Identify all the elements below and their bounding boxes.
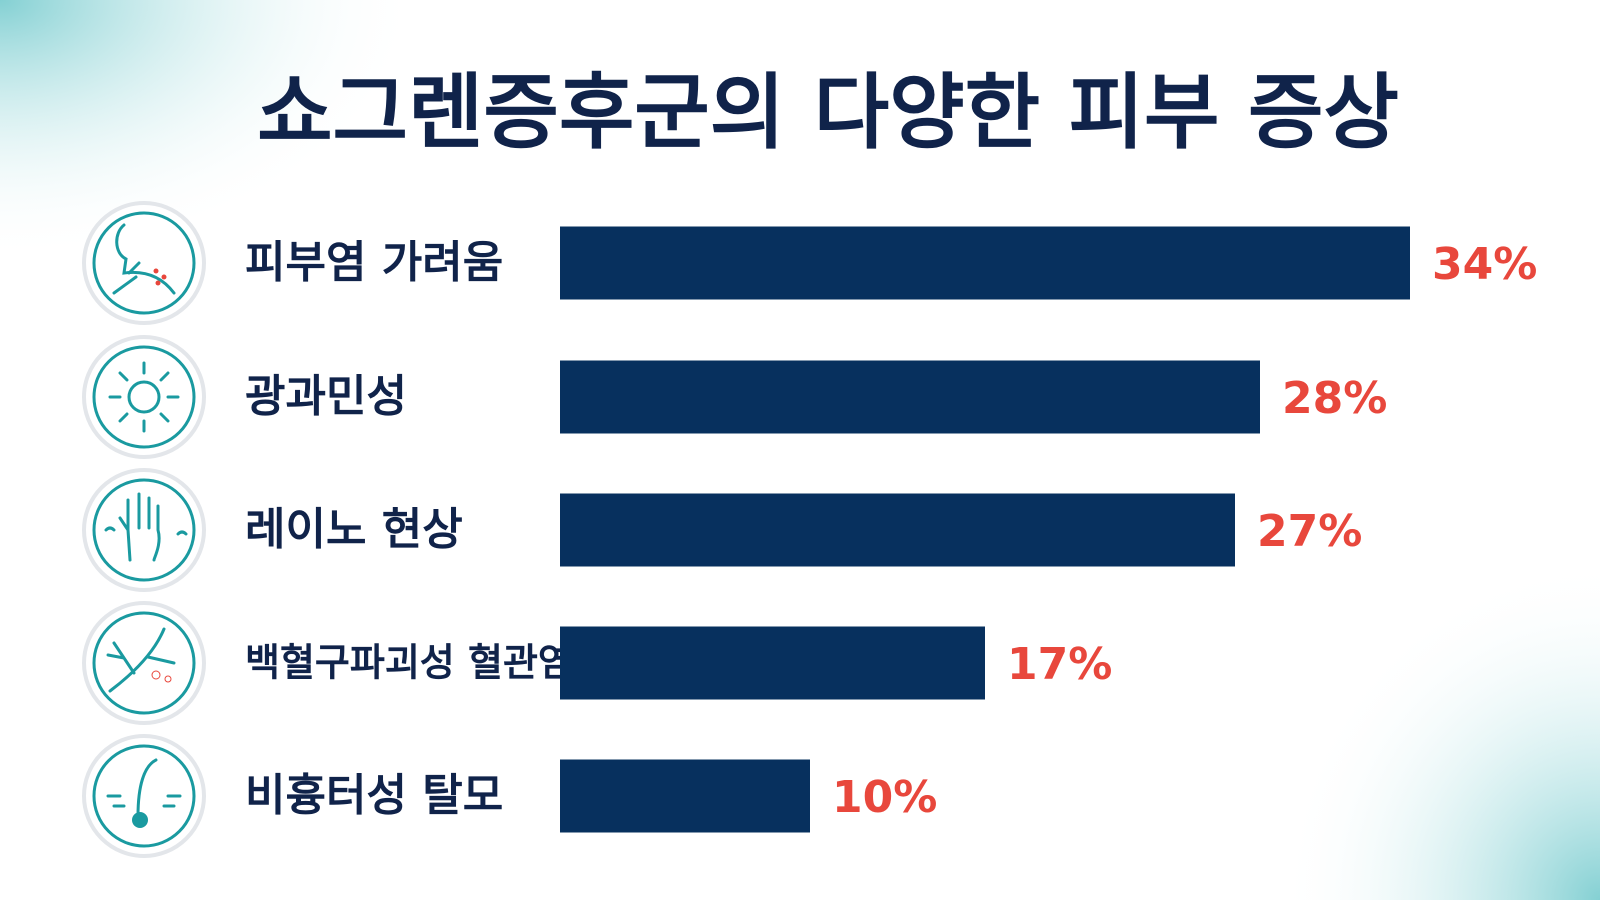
value-label: 27% (1257, 506, 1362, 557)
bar (560, 360, 1260, 434)
icon-hand (82, 468, 206, 592)
value-label: 10% (832, 772, 937, 823)
value-label: 34% (1432, 239, 1537, 290)
icon-hair (82, 734, 206, 858)
value-label: 17% (1007, 639, 1112, 690)
category-label: 광과민성 (245, 371, 407, 422)
bar (560, 626, 985, 700)
category-label: 비흉터성 탈모 (245, 770, 503, 821)
category-label: 피부염 가려움 (245, 237, 503, 288)
icon-skin (82, 201, 206, 325)
icon-sun (82, 335, 206, 459)
bar (560, 493, 1235, 567)
chart-title: 쇼그렌증후군의 다양한 피부 증상 (257, 65, 1399, 160)
value-label: 28% (1282, 373, 1387, 424)
icons (82, 201, 206, 858)
bar (560, 226, 1410, 300)
category-label: 백혈구파괴성 혈관염 (245, 641, 573, 685)
bar (560, 759, 810, 833)
category-label: 레이노 현상 (245, 504, 463, 555)
icon-vessel (82, 601, 206, 725)
corner-glow (1280, 560, 1600, 900)
corner-glow (0, 0, 420, 260)
